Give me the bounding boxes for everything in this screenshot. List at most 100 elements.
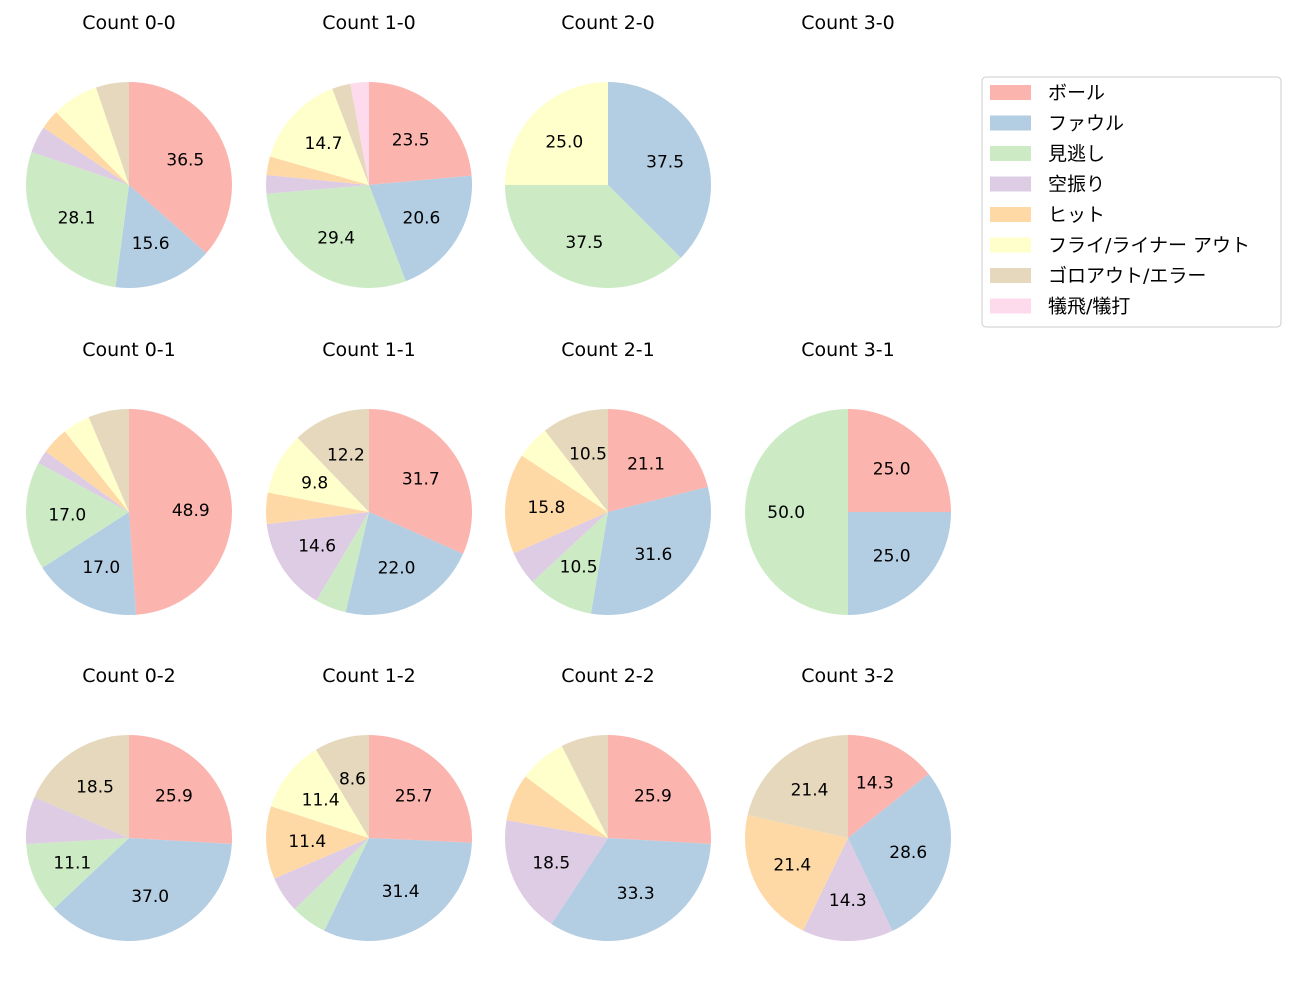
slice-label: 11.1 [53,853,91,873]
pie-slice-ボール [369,82,472,185]
slice-label: 11.4 [302,791,340,811]
slice-label: 36.5 [166,151,204,171]
slice-label: 21.1 [627,454,665,474]
pie-slice-ファウル [345,512,464,616]
pie-title: Count 2-1 [561,339,655,361]
pie-slice-空振り [31,127,129,185]
pie-slice-見逃し [294,838,369,931]
slice-label: 9.8 [301,474,328,494]
pie-count-3-0: Count 3-0 [801,12,895,34]
slice-label: 37.0 [131,887,169,907]
pie-title: Count 1-2 [322,665,416,687]
pie-slice-ボール [369,409,473,554]
pie-count-0-2: Count 0-2 25.9 37.0 11.1 18.5 [26,665,232,941]
legend-label: ヒット [1048,204,1105,226]
legend-label: 見逃し [1048,143,1105,165]
slice-label: 23.5 [392,130,430,150]
slice-label: 11.4 [288,832,326,852]
pie-count-1-1: Count 1-1 31.7 22.0 14.6 9.8 12.2 [266,339,473,616]
pie-slice-空振り [266,174,369,194]
pie-title: Count 2-0 [561,12,655,34]
slice-label: 31.7 [402,469,440,489]
slice-label: 12.2 [327,446,365,466]
pie-slice-ゴロアウト/エラー [544,409,608,512]
slice-label: 25.7 [395,786,433,806]
pie-slice-ゴロアウト/エラー [561,735,608,838]
legend-swatch [990,115,1031,131]
pie-slice-犠飛/犠打 [350,82,369,185]
pie-count-2-2: Count 2-2 25.9 33.3 18.5 [505,665,711,941]
slice-label: 14.6 [298,537,336,557]
legend-frame [981,76,1282,328]
pie-slice-ファウル [551,838,711,941]
pie-slice-ゴロアウト/エラー [95,82,129,185]
pie-title: Count 3-2 [801,665,895,687]
pie-slice-ゴロアウト/エラー [315,735,369,838]
pie-slice-フライ/ライナー アウト [525,745,608,838]
pie-count-1-0: Count 1-0 23.5 20.6 29.4 14.7 [266,12,472,288]
slice-label: 22.0 [378,558,416,578]
pie-slice-見逃し [316,512,369,613]
pie-slice-ゴロアウト/エラー [747,735,848,838]
pie-count-1-2: Count 1-225.731.411.411.48.6 [266,665,473,941]
slice-label: 48.9 [172,501,210,521]
slice-label: 20.6 [403,209,441,229]
pie-slice-フライ/ライナー アウト [521,430,608,512]
slice-label: 17.0 [82,558,120,578]
slice-label: 15.8 [527,498,565,518]
pie-slice-ヒット [744,814,848,931]
slice-label: 28.1 [58,209,96,229]
pie-title: Count 0-0 [82,12,176,34]
pie-title: Count 3-1 [801,339,895,361]
legend-label: ボール [1048,82,1105,104]
slice-label: 14.3 [856,773,894,793]
pie-slice-ボール [129,735,232,844]
slice-label: 37.5 [646,152,684,172]
legend-label: ファウル [1048,113,1124,135]
slice-label: 10.5 [560,557,598,577]
pie-slice-ゴロアウト/エラー [88,409,129,512]
legend-swatch [990,298,1031,314]
pie-slice-空振り [513,512,608,582]
pie-slice-フライ/ライナー アウト [270,88,369,185]
slice-label: 28.6 [889,843,927,863]
legend-swatch [990,176,1031,192]
pie-slice-ヒット [506,776,608,838]
slice-label: 14.7 [305,134,343,154]
legend-label: ゴロアウト/エラー [1048,265,1206,287]
pie-slice-ボール [608,735,711,844]
slice-label: 10.5 [569,445,607,465]
pie-slice-ボール [369,735,473,843]
pie-title: Count 1-1 [322,339,416,361]
pie-slice-フライ/ライナー アウト [64,417,129,512]
pie-slice-ファウル [848,512,951,615]
slice-label: 25.9 [634,787,672,807]
legend-swatch [990,146,1031,161]
pie-slice-ボール [608,409,708,512]
slice-label: 21.4 [773,856,811,876]
slice-label: 37.5 [565,233,603,253]
slice-label: 50.0 [767,503,805,523]
slice-label: 25.9 [155,787,193,807]
slice-label: 25.0 [873,547,911,567]
pie-slice-見逃し [26,838,130,909]
pie-slice-ヒット [266,806,369,879]
pie-slice-ファウル [115,185,207,288]
pie-slice-空振り [38,451,129,512]
pie-slice-見逃し [266,185,406,288]
pie-slice-ヒット [45,431,129,512]
slice-label: 33.3 [617,884,655,904]
pie-count-3-1: Count 3-1 25.0 25.0 50.0 [745,339,951,615]
pie-slice-空振り [26,797,129,844]
pie-slice-空振り [274,838,369,910]
slice-label: 31.6 [634,545,672,565]
pie-slice-空振り [802,838,893,941]
pie-title: Count 3-0 [801,12,895,34]
pie-count-3-2: Count 3-2 14.3 28.6 14.3 21.4 21.4 [744,665,951,941]
pie-slice-見逃し [532,512,608,614]
legend-swatch [990,207,1031,222]
pie-slice-見逃し [505,185,681,288]
pie-slice-見逃し [745,409,848,615]
